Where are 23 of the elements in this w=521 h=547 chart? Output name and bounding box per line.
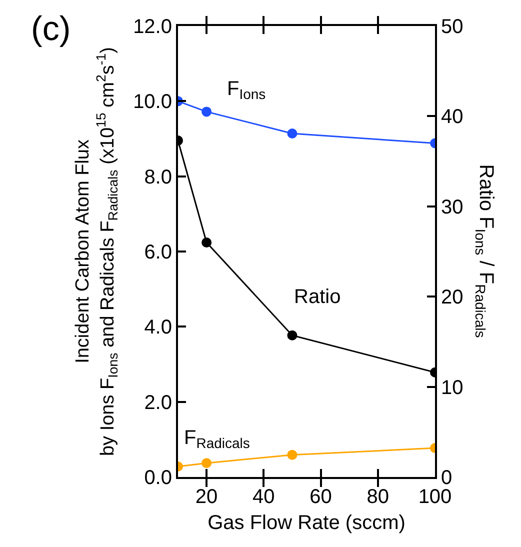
y-tick-label: 0.0 (144, 467, 172, 489)
x-tick-label: 40 (252, 486, 275, 508)
y2-tick-label: 0 (441, 467, 452, 489)
y-tick-label: 8.0 (144, 166, 172, 188)
series-label: Ratio (294, 286, 341, 308)
x-tick-label: 60 (310, 486, 332, 508)
x-tick-label: 100 (418, 486, 452, 508)
series-label: F$_{Radicals}$ (184, 427, 250, 452)
y2-tick-label: 40 (441, 106, 464, 128)
y-tick-label: 6.0 (144, 242, 172, 264)
y2-tick-label: 50 (441, 16, 464, 38)
series-label: F$_{Ions}$ (227, 78, 266, 102)
y-tick-label: 4.0 (144, 316, 172, 339)
y2-tick-label: 30 (441, 196, 464, 218)
x-tick-label: 80 (366, 486, 390, 508)
y-tick-label: 2.0 (144, 392, 172, 414)
y-tick-label: 12.0 (133, 16, 172, 38)
x-axis-title: Gas Flow Rate (sccm) (208, 512, 406, 534)
y-tick-label: 10.0 (133, 91, 172, 114)
text: (c) (31, 10, 71, 48)
y2-tick-label: 20 (441, 286, 464, 309)
x-tick-label: 20 (195, 486, 218, 508)
y2-tick-label: 10 (441, 376, 464, 399)
